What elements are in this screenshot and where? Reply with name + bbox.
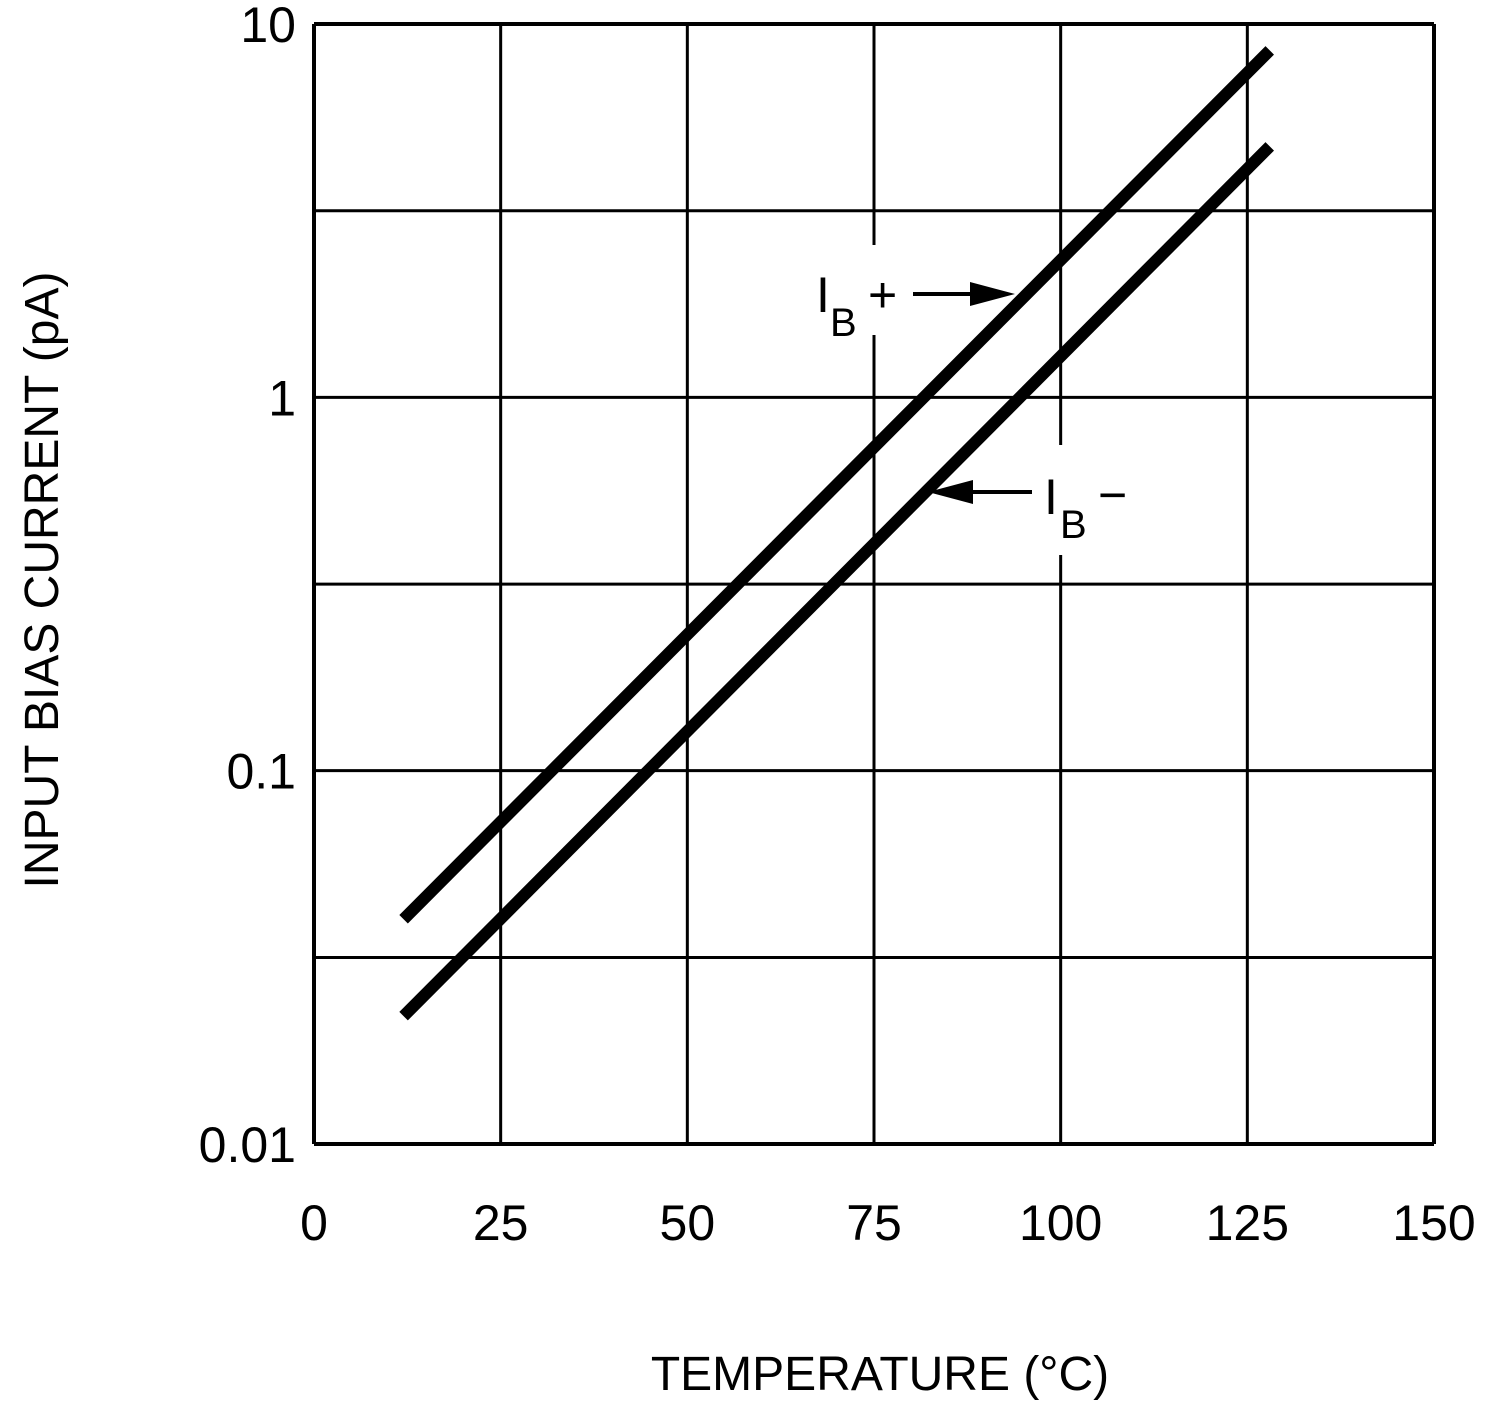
annotation-ib-plus: I B + [810,245,1015,345]
series-lines [399,46,1274,1021]
y-tick-label: 0.1 [226,744,296,800]
arrow-head-icon [928,480,973,504]
ib-minus-sub: B [1060,503,1087,547]
ib-minus-main: I [1044,469,1058,525]
x-tick-label: 0 [300,1195,328,1251]
x-axis-label: TEMPERATURE (°C) [651,1348,1109,1401]
series-line-IB- [399,142,1274,1021]
x-tick-label: 100 [1019,1195,1102,1251]
x-tick-label: 75 [846,1195,902,1251]
ib-plus-main: I [816,267,830,323]
grid [312,22,1436,1146]
x-tick-label: 50 [660,1195,716,1251]
y-tick-label: 1 [268,370,296,426]
x-tick-label: 150 [1392,1195,1475,1251]
ib-plus-sub: B [830,301,857,345]
arrow-head-icon [970,282,1015,306]
y-tick-label: 0.01 [199,1117,296,1173]
y-tick-label: 10 [240,0,296,53]
tick-labels: 0 25 50 75 100 125 150 0.01 0.1 1 10 [199,0,1476,1251]
ib-minus-sign: − [1098,467,1127,523]
annotation-ib-minus: I B − [928,445,1140,555]
series-line-IB+ [399,46,1274,924]
ib-plus-sign: + [868,267,897,323]
y-axis-label: INPUT BIAS CURRENT (pA) [16,272,69,889]
x-tick-label: 25 [473,1195,529,1251]
x-tick-label: 125 [1206,1195,1289,1251]
